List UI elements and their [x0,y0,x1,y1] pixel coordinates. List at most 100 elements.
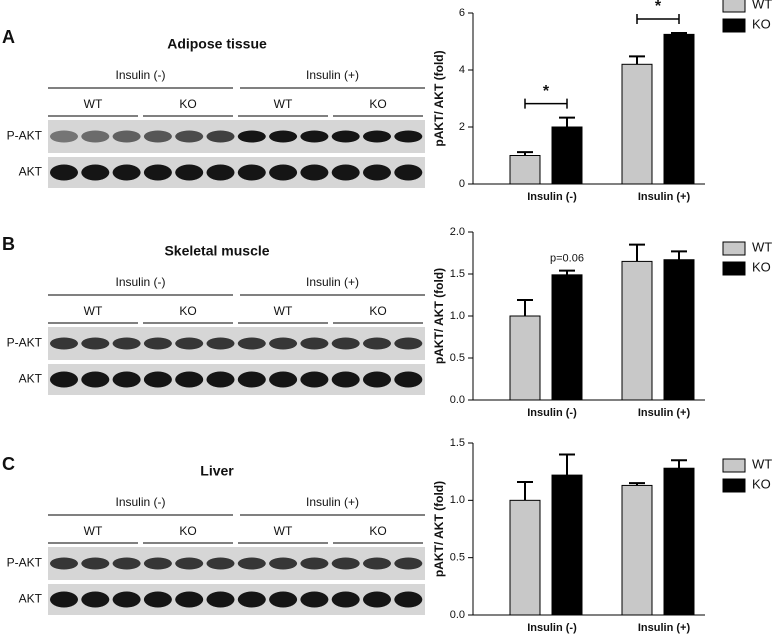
blot-genotype: KO [179,524,196,538]
legend-swatch [722,18,746,33]
legend-label: KO [752,476,771,491]
y-tick-label: 1.0 [450,494,465,506]
blot-genotype: KO [369,524,386,538]
legend-label: KO [752,16,771,31]
error-bar [559,116,575,127]
y-tick-label: 0 [459,178,465,190]
blot-band [206,164,235,181]
blot-band [81,371,110,388]
error-bar [629,482,645,486]
blot-strip [48,327,425,360]
blot-band [269,337,298,350]
legend-swatch [722,261,746,276]
blot-band [237,337,266,350]
blot-band [300,164,329,181]
blot-strip [48,364,425,395]
y-tick-label: 1.5 [450,437,465,449]
error-bar [629,243,645,262]
legend-label: WT [752,0,772,11]
blot-band [112,337,141,350]
x-tick-label: Insulin (+) [638,622,691,634]
blot-band [112,164,141,181]
blot-band [175,164,204,181]
blot-band [81,591,110,608]
significance-bracket [636,13,680,24]
blot-row-label: AKT [19,592,43,606]
legend-swatch [722,0,746,13]
blot-band [175,591,204,608]
blot-band [269,557,298,570]
blot-strip [48,120,425,153]
legend-swatch [722,458,746,473]
blot-band [363,371,391,388]
blot-band [206,130,235,143]
blot-strip [48,157,425,188]
y-tick-label: 1.5 [450,268,465,280]
bar [621,63,653,185]
error-bar [671,459,687,469]
blot-strip [48,584,425,615]
blot-row-label: AKT [19,165,43,179]
x-tick-label: Insulin (-) [527,622,577,634]
bar [663,467,695,616]
bar [509,155,541,185]
bar [509,315,541,401]
blot-genotype: KO [179,97,196,111]
blot-group: Insulin (-) [115,275,165,289]
blot-band [175,130,204,143]
blot-band [394,371,423,388]
panel-letter: B [2,234,15,254]
y-axis-label: pAKT/ AKT (fold) [432,50,446,146]
blot-band [269,371,298,388]
annotation: p=0.06 [550,253,584,265]
legend-label: KO [752,259,771,274]
blot-group: Insulin (+) [306,275,359,289]
blot-band [394,557,423,570]
blot-genotype: WT [274,524,293,538]
error-bar [671,250,687,260]
blot-band [363,557,391,570]
blot-group: Insulin (-) [115,495,165,509]
blot-title: Adipose tissue [167,36,267,52]
blot-band [269,130,298,143]
blot-band [81,164,110,181]
blot-band [175,371,204,388]
error-bar [517,480,533,501]
blot-band [81,337,110,350]
blot-band [300,130,329,143]
blot-genotype: WT [274,97,293,111]
y-tick-label: 2.0 [450,226,465,238]
blot-band [112,371,141,388]
blot-band [206,337,235,350]
blot-band [331,164,360,181]
blot-band [363,164,391,181]
bar [621,484,653,616]
legend-swatch [722,478,746,493]
blot-band [363,130,391,143]
blot-row-label: P-AKT [7,556,43,570]
y-tick-label: 2 [459,121,465,133]
blot-band [143,164,172,181]
legend-swatch [722,241,746,256]
x-tick-label: Insulin (-) [527,191,577,203]
blot-band [363,591,391,608]
blot-genotype: WT [84,524,103,538]
y-tick-label: 0.5 [450,352,465,364]
blot-band [143,130,172,143]
annotation: * [655,0,662,15]
blot-genotype: KO [179,304,196,318]
blot-genotype: KO [369,97,386,111]
blot-band [331,130,360,143]
blot-band [237,591,266,608]
blot-band [175,337,204,350]
blot-band [206,557,235,570]
blot-band [206,591,235,608]
blot-band [300,591,329,608]
blot-band [363,337,391,350]
bar [509,499,541,616]
blot-band [143,371,172,388]
x-tick-label: Insulin (-) [527,407,577,419]
error-bar [629,55,645,65]
error-bar [559,269,575,275]
blot-band [143,557,172,570]
